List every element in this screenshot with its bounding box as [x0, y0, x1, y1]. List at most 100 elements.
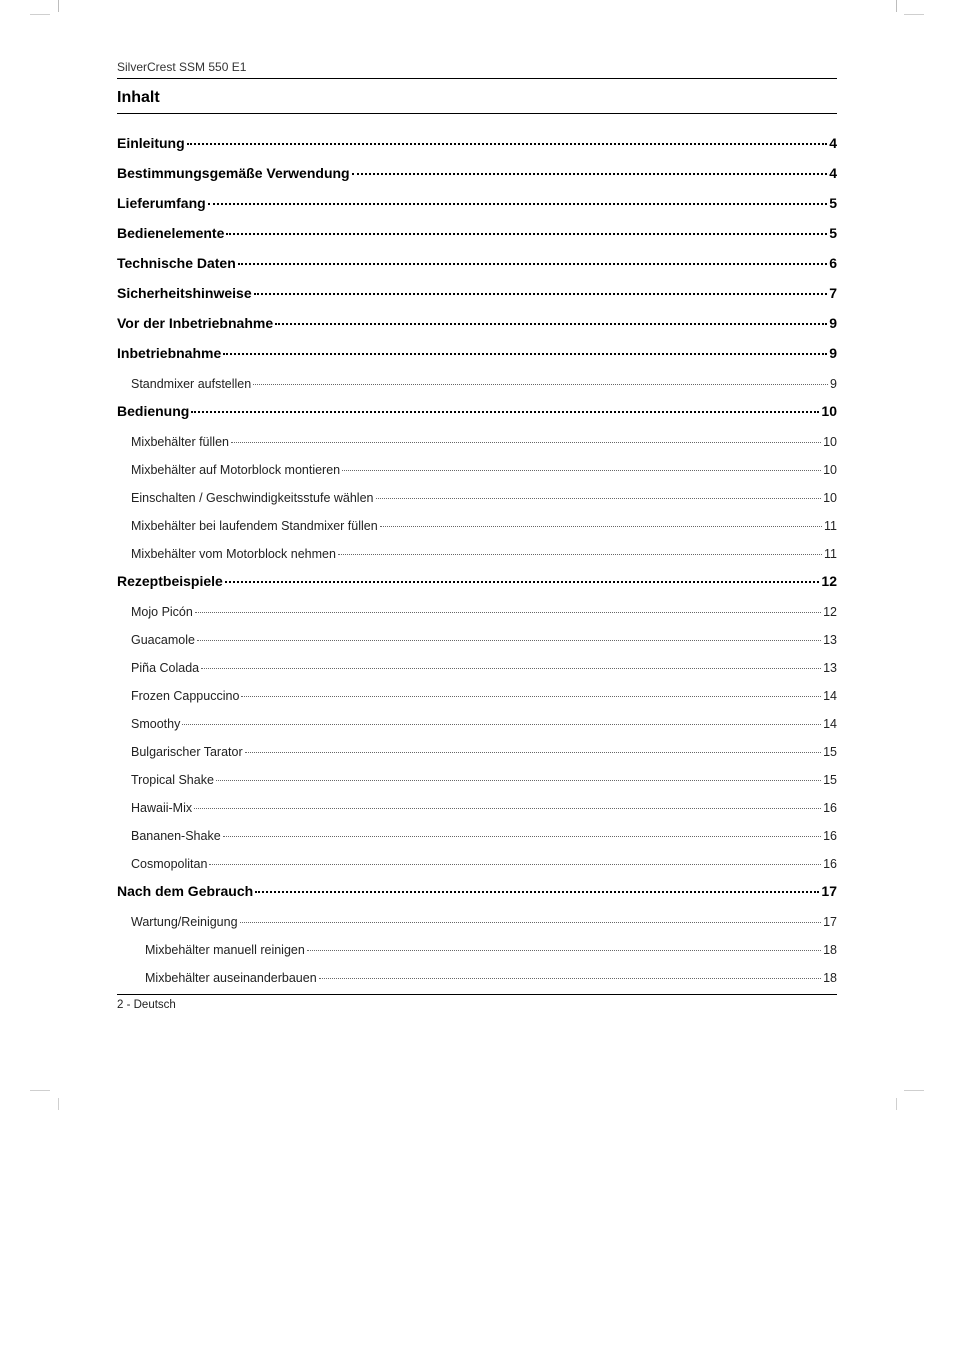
toc-leader-dots	[182, 712, 821, 728]
toc-leader-dots	[223, 342, 827, 358]
toc-entry-page: 7	[829, 285, 837, 301]
toc-entry-page: 16	[823, 801, 837, 815]
toc-leader-dots	[191, 400, 819, 416]
toc-entry-label: Vor der Inbetriebnahme	[117, 315, 273, 331]
toc-leader-dots	[376, 486, 822, 502]
toc-entry-label: Mixbehälter vom Motorblock nehmen	[131, 547, 336, 561]
toc-entry-page: 11	[824, 547, 837, 561]
toc-leader-dots	[225, 570, 820, 586]
toc-entry: Guacamole 13	[117, 628, 837, 647]
toc-entry: Inbetriebnahme 9	[117, 342, 837, 361]
toc-entry: Bestimmungsgemäße Verwendung 4	[117, 162, 837, 181]
toc-entry-label: Mixbehälter füllen	[131, 435, 229, 449]
toc-leader-dots	[231, 430, 821, 446]
toc-entry: Mixbehälter vom Motorblock nehmen 11	[117, 542, 837, 561]
toc-leader-dots	[338, 542, 822, 558]
toc-entry: Rezeptbeispiele 12	[117, 570, 837, 589]
toc-entry: Cosmopolitan 16	[117, 852, 837, 871]
toc-entry-label: Standmixer aufstellen	[131, 377, 251, 391]
toc-entry-label: Mixbehälter bei laufendem Standmixer fül…	[131, 519, 378, 533]
toc-entry-label: Guacamole	[131, 633, 195, 647]
toc-entry: Bananen-Shake16	[117, 824, 837, 843]
toc-leader-dots	[238, 252, 827, 268]
toc-entry: Frozen Cappuccino14	[117, 684, 837, 703]
toc-leader-dots	[254, 282, 828, 298]
toc-entry-label: Bananen-Shake	[131, 829, 221, 843]
table-of-contents: Einleitung 4 Bestimmungsgemäße Verwendung 4…	[117, 132, 837, 985]
toc-entry-page: 5	[829, 195, 837, 211]
crop-marks-bottom	[0, 1090, 954, 1110]
toc-entry-page: 10	[823, 435, 837, 449]
toc-entry-label: Mixbehälter manuell reinigen	[145, 943, 305, 957]
toc-entry: Mixbehälter auf Motorblock montieren 10	[117, 458, 837, 477]
toc-entry-page: 18	[823, 943, 837, 957]
toc-entry-label: Mixbehälter auf Motorblock montieren	[131, 463, 340, 477]
toc-entry-page: 10	[821, 403, 837, 419]
toc-entry-label: Einleitung	[117, 135, 185, 151]
toc-leader-dots	[352, 162, 828, 178]
toc-entry-page: 5	[829, 225, 837, 241]
toc-entry-label: Mixbehälter auseinanderbauen	[145, 971, 317, 985]
toc-entry-label: Rezeptbeispiele	[117, 573, 223, 589]
toc-entry: Einleitung 4	[117, 132, 837, 151]
toc-entry: Wartung/Reinigung17	[117, 910, 837, 929]
toc-leader-dots	[241, 684, 821, 700]
toc-entry-page: 17	[823, 915, 837, 929]
title-rule	[117, 113, 837, 114]
toc-entry: Mixbehälter bei laufendem Standmixer fül…	[117, 514, 837, 533]
toc-entry-page: 9	[830, 377, 837, 391]
toc-entry-page: 4	[829, 135, 837, 151]
toc-entry-page: 15	[823, 745, 837, 759]
toc-entry-label: Hawaii-Mix	[131, 801, 192, 815]
toc-entry-page: 14	[823, 717, 837, 731]
toc-entry: Sicherheitshinweise 7	[117, 282, 837, 301]
toc-entry-page: 9	[829, 315, 837, 331]
toc-leader-dots	[216, 768, 821, 784]
page-title: Inhalt	[117, 79, 837, 113]
toc-leader-dots	[319, 966, 821, 982]
toc-entry: Piña Colada 13	[117, 656, 837, 675]
toc-leader-dots	[342, 458, 821, 474]
toc-entry: Bedienelemente 5	[117, 222, 837, 241]
toc-entry-page: 13	[823, 633, 837, 647]
toc-entry-label: Mojo Picón	[131, 605, 193, 619]
toc-entry-label: Lieferumfang	[117, 195, 206, 211]
toc-entry-page: 10	[823, 491, 837, 505]
toc-entry-page: 13	[823, 661, 837, 675]
toc-entry-label: Bedienelemente	[117, 225, 224, 241]
toc-entry-page: 10	[823, 463, 837, 477]
toc-leader-dots	[245, 740, 821, 756]
toc-entry-label: Bulgarischer Tarator	[131, 745, 243, 759]
toc-entry: Standmixer aufstellen 9	[117, 372, 837, 391]
toc-entry: Tropical Shake15	[117, 768, 837, 787]
toc-entry: Mixbehälter füllen 10	[117, 430, 837, 449]
toc-entry-page: 12	[823, 605, 837, 619]
toc-leader-dots	[223, 824, 821, 840]
toc-entry-label: Piña Colada	[131, 661, 199, 675]
toc-entry-label: Nach dem Gebrauch	[117, 883, 253, 899]
toc-entry-label: Technische Daten	[117, 255, 236, 271]
toc-entry: Einschalten / Geschwindigkeitsstufe wähl…	[117, 486, 837, 505]
toc-entry-page: 14	[823, 689, 837, 703]
toc-entry-label: Cosmopolitan	[131, 857, 207, 871]
toc-leader-dots	[187, 132, 828, 148]
toc-entry: Lieferumfang 5	[117, 192, 837, 211]
toc-entry-page: 12	[821, 573, 837, 589]
toc-entry: Smoothy14	[117, 712, 837, 731]
toc-entry-page: 6	[829, 255, 837, 271]
toc-entry-label: Bestimmungsgemäße Verwendung	[117, 165, 350, 181]
toc-entry-page: 17	[821, 883, 837, 899]
toc-entry: Bedienung10	[117, 400, 837, 419]
toc-entry-page: 4	[829, 165, 837, 181]
toc-entry-label: Einschalten / Geschwindigkeitsstufe wähl…	[131, 491, 374, 505]
toc-entry-page: 9	[829, 345, 837, 361]
toc-leader-dots	[208, 192, 828, 208]
toc-leader-dots	[380, 514, 822, 530]
toc-leader-dots	[195, 600, 821, 616]
toc-entry: Vor der Inbetriebnahme 9	[117, 312, 837, 331]
toc-entry-label: Sicherheitshinweise	[117, 285, 252, 301]
toc-entry-label: Inbetriebnahme	[117, 345, 221, 361]
toc-entry: Nach dem Gebrauch 17	[117, 880, 837, 899]
toc-leader-dots	[201, 656, 821, 672]
toc-entry-page: 16	[823, 857, 837, 871]
